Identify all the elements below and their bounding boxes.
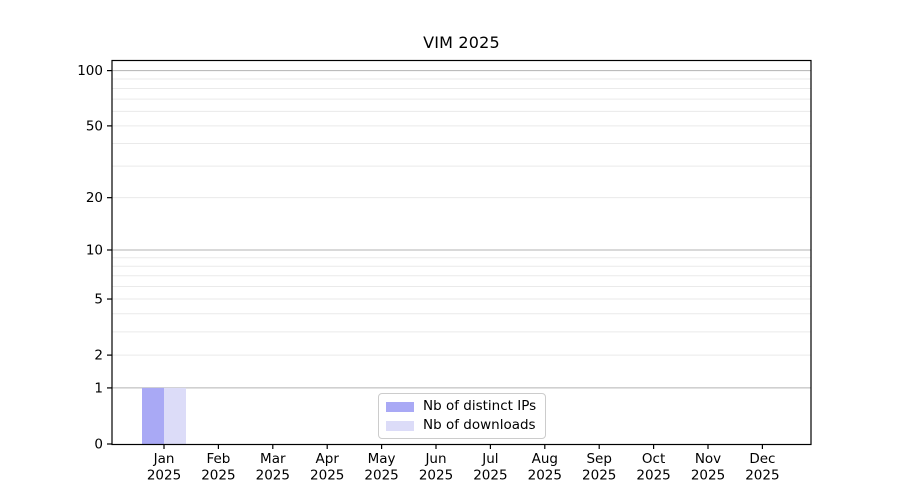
x-tick-label-year: 2025 — [528, 468, 562, 484]
legend-swatch-downloads — [386, 420, 414, 431]
x-tick-label-month: May — [368, 451, 396, 467]
x-tick-label-month: Dec — [749, 451, 775, 467]
y-tick-label: 0 — [94, 437, 103, 453]
x-tick-label-year: 2025 — [201, 468, 235, 484]
x-tick-label-month: Mar — [260, 451, 286, 467]
y-tick-label: 100 — [77, 63, 103, 79]
x-tick-label-year: 2025 — [636, 468, 670, 484]
x-tick-label-month: Jun — [424, 451, 446, 467]
x-tick-label-month: Nov — [695, 451, 721, 467]
x-tick-label-year: 2025 — [310, 468, 344, 484]
x-tick-label-year: 2025 — [256, 468, 290, 484]
legend: Nb of distinct IPs Nb of downloads — [378, 393, 547, 439]
x-tick-label-year: 2025 — [419, 468, 453, 484]
y-tick-label: 10 — [86, 242, 103, 258]
bar-downloads — [164, 387, 186, 445]
plot-frame — [111, 59, 812, 446]
x-tick-label-month: Apr — [316, 451, 340, 467]
y-tick-label: 50 — [86, 118, 103, 134]
x-tick-label-month: Oct — [642, 451, 665, 467]
x-tick-label-month: Jan — [153, 451, 175, 467]
y-tick-label: 20 — [86, 190, 103, 206]
x-tick-label-year: 2025 — [691, 468, 725, 484]
x-tick-label-month: Aug — [532, 451, 558, 467]
y-tick-label: 1 — [94, 380, 103, 396]
x-tick-label-year: 2025 — [147, 468, 181, 484]
legend-item-distinct-ips: Nb of distinct IPs — [386, 398, 536, 415]
x-tick-label-month: Jul — [481, 451, 498, 467]
legend-label-downloads: Nb of downloads — [423, 417, 536, 433]
legend-swatch-distinct-ips — [386, 401, 414, 412]
bar-distinct-ips — [142, 387, 164, 445]
x-tick-label-year: 2025 — [364, 468, 398, 484]
x-tick-label-year: 2025 — [582, 468, 616, 484]
chart-title: VIM 2025 — [423, 33, 500, 52]
y-tick-label: 2 — [94, 348, 103, 364]
x-tick-label-month: Feb — [206, 451, 230, 467]
legend-item-downloads: Nb of downloads — [386, 417, 536, 434]
x-tick-label-month: Sep — [586, 451, 611, 467]
y-tick-label: 5 — [94, 292, 103, 308]
x-tick-label-year: 2025 — [473, 468, 507, 484]
legend-label-distinct-ips: Nb of distinct IPs — [423, 398, 537, 414]
x-tick-label-year: 2025 — [745, 468, 779, 484]
